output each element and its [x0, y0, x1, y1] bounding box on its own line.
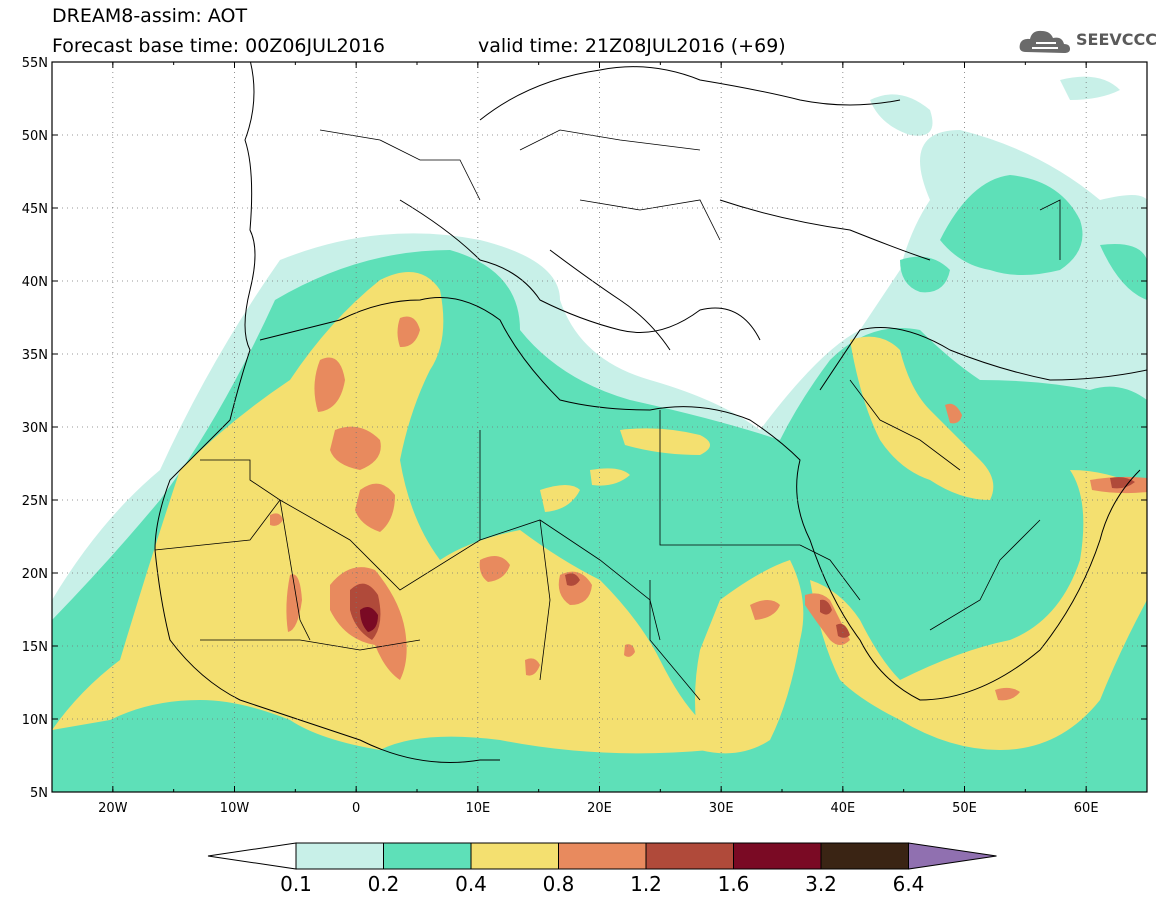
longitude-labels: 20W 10W 0 10E 20E 30E 40E 50E 60E — [98, 801, 1098, 816]
grid-lines — [52, 62, 1147, 792]
colorbar-level-label: 1.6 — [718, 872, 750, 896]
lon-label: 10W — [220, 801, 250, 816]
aot-band-0.8 — [270, 316, 1147, 701]
lon-label: 0 — [352, 801, 360, 816]
lat-label: 5N — [30, 786, 48, 801]
lat-label: 25N — [22, 494, 48, 509]
colorbar-level-label: 0.1 — [280, 872, 312, 896]
colorbar-over-arrow — [908, 842, 997, 870]
colorbar-segment — [295, 842, 384, 870]
latitude-labels: 55N 50N 45N 40N 35N 30N 25N 20N 15N 10N 5N — [22, 56, 48, 801]
country-borders — [154, 129, 1061, 701]
colorbar-segment — [470, 842, 559, 870]
lat-label: 20N — [22, 567, 48, 582]
colorbar-segment — [820, 842, 909, 870]
colorbar-level-label: 0.2 — [368, 872, 400, 896]
valid-time: valid time: 21Z08JUL2016 (+69) — [478, 35, 786, 57]
colorbar-level-label: 0.8 — [543, 872, 575, 896]
colorbar-level-label: 3.2 — [805, 872, 837, 896]
lon-label: 30E — [709, 801, 734, 816]
colorbar-labels: 0.1 0.2 0.4 0.8 1.2 1.6 3.2 6.4 — [280, 872, 924, 896]
coastlines — [154, 62, 1147, 763]
lon-label: 20E — [587, 801, 612, 816]
lat-label: 40N — [22, 275, 48, 290]
lat-label: 45N — [22, 202, 48, 217]
colorbar-under-arrow — [207, 842, 297, 870]
colorbar-level-label: 1.2 — [630, 872, 662, 896]
colorbar-level-label: 0.4 — [455, 872, 487, 896]
lon-label: 20W — [98, 801, 128, 816]
lat-label: 15N — [22, 640, 48, 655]
map-title: DREAM8-assim: AOT — [52, 5, 248, 27]
colorbar-segment — [558, 842, 647, 870]
cloud-icon — [1019, 30, 1070, 53]
aot-band-1.6 — [360, 606, 378, 632]
lon-label: 60E — [1074, 801, 1099, 816]
colorbar-segment — [383, 842, 472, 870]
colorbar-segment — [733, 842, 822, 870]
colorbar — [207, 842, 997, 870]
colorbar-level-label: 6.4 — [893, 872, 925, 896]
logo-text: SEEVCCC — [1076, 30, 1157, 49]
lon-label: 50E — [952, 801, 977, 816]
lon-label: 40E — [830, 801, 855, 816]
axis-ticks — [51, 61, 1148, 793]
colorbar-segment — [645, 842, 734, 870]
seevccc-logo — [1018, 26, 1158, 56]
lat-label: 30N — [22, 421, 48, 436]
lat-label: 10N — [22, 713, 48, 728]
lat-label: 55N — [22, 56, 48, 71]
lat-label: 35N — [22, 348, 48, 363]
lat-label: 50N — [22, 129, 48, 144]
lon-label: 10E — [465, 801, 490, 816]
forecast-base-time: Forecast base time: 00Z06JUL2016 — [52, 35, 385, 57]
